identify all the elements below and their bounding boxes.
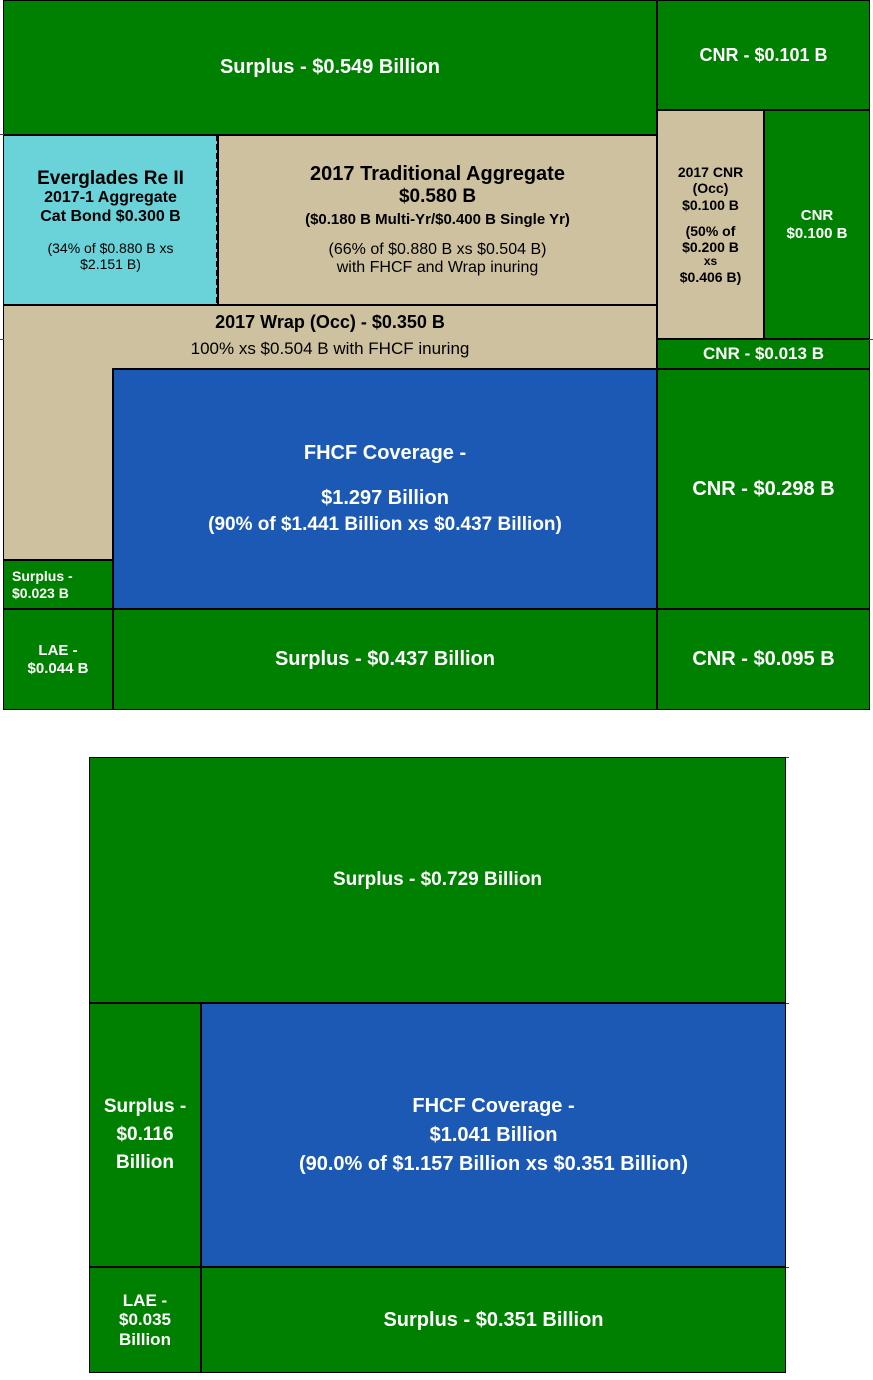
surplus-top-layer: Surplus - $0.549 Billion: [3, 0, 657, 135]
cnr-298-label: CNR - $0.298 B: [692, 477, 835, 500]
fhcf-terms-2: (90.0% of $1.157 Billion xs $0.351 Billi…: [298, 1152, 689, 1175]
cnr-095-label: CNR - $0.095 B: [692, 648, 835, 670]
lae-layer: LAE - $0.044 B: [3, 609, 113, 710]
cat-bond-layer: Everglades Re II 2017-1 Aggregate Cat Bo…: [3, 135, 218, 305]
cnr-mid-layer: CNR $0.100 B: [764, 110, 870, 339]
surplus-left-title-2: Surplus -: [103, 1096, 187, 1118]
cnr-top-layer: CNR - $0.101 B: [657, 0, 870, 110]
reinsurance-layer-diagram-2: Surplus - $0.729 Billion Surplus - $0.11…: [89, 757, 786, 1373]
traditional-split: ($0.180 B Multi-Yr/$0.400 B Single Yr): [305, 211, 570, 229]
cat-bond-attachment: $2.151 B): [80, 256, 141, 273]
wrap-left-column: [3, 368, 113, 560]
cnr-top-label: CNR - $0.101 B: [699, 44, 828, 65]
cnr-occ-limit: $0.200 B: [682, 238, 739, 255]
traditional-inuring: with FHCF and Wrap inuring: [336, 259, 539, 277]
fhcf-coverage-layer: FHCF Coverage - $1.297 Billion (90% of $…: [113, 369, 657, 609]
tick-mark: [0, 339, 4, 340]
lae-title: LAE -: [38, 642, 78, 660]
cnr-095-layer: CNR - $0.095 B: [657, 609, 870, 710]
cnr-mid-amount: $0.100 B: [786, 224, 848, 242]
surplus-left-amount-2: $0.116: [116, 1124, 174, 1146]
cnr-013-label: CNR - $0.013 B: [703, 344, 824, 364]
fhcf-amount-2: $1.041 Billion: [429, 1123, 558, 1146]
cnr-013-layer: CNR - $0.013 B: [657, 339, 870, 369]
wrap-title: 2017 Wrap (Occ) - $0.350 B: [215, 312, 445, 332]
surplus-bottom-layer: Surplus - $0.437 Billion: [113, 609, 657, 710]
cnr-298-layer: CNR - $0.298 B: [657, 369, 870, 609]
cat-bond-amount: Cat Bond $0.300 B: [40, 207, 181, 225]
cnr-occ-xs: xs: [703, 253, 718, 268]
cnr-occ-share: (50% of: [685, 222, 736, 239]
cnr-occ-layer: 2017 CNR (Occ) $0.100 B (50% of $0.200 B…: [657, 110, 764, 339]
fhcf-title: FHCF Coverage -: [303, 442, 467, 465]
tick-mark: [786, 757, 789, 758]
surplus-bottom-layer-2: Surplus - $0.351 Billion: [201, 1267, 786, 1373]
cat-bond-divider: [216, 135, 219, 303]
traditional-title: 2017 Traditional Aggregate: [310, 162, 565, 185]
wrap-layer: 2017 Wrap (Occ) - $0.350 B 100% xs $0.50…: [3, 305, 657, 369]
surplus-top-label-2: Surplus - $0.729 Billion: [332, 869, 543, 891]
traditional-aggregate-layer: 2017 Traditional Aggregate $0.580 B ($0.…: [218, 135, 657, 305]
lae-title-2: LAE -: [122, 1290, 168, 1310]
cnr-occ-attachment: $0.406 B): [679, 268, 742, 285]
reinsurance-layer-diagram-1: Surplus - $0.549 Billion CNR - $0.101 B …: [3, 0, 870, 710]
lae-amount: $0.044 B: [27, 659, 89, 677]
fhcf-terms: (90% of $1.441 Billion xs $0.437 Billion…: [208, 514, 562, 536]
fhcf-amount: $1.297 Billion: [321, 487, 449, 510]
cat-bond-name: Everglades Re II: [37, 167, 184, 189]
fhcf-title-2: FHCF Coverage -: [412, 1094, 575, 1117]
lae-unit-2: Billion: [119, 1329, 171, 1349]
lae-layer-2: LAE - $0.035 Billion: [89, 1267, 201, 1373]
cnr-occ-type: (Occ): [692, 180, 729, 197]
surplus-bottom-label: Surplus - $0.437 Billion: [274, 648, 496, 670]
traditional-amount: $0.580 B: [398, 185, 477, 207]
lae-amount-2: $0.035: [119, 1310, 171, 1330]
surplus-small-amount: $0.023 B: [12, 584, 69, 601]
surplus-small-title: Surplus -: [12, 568, 73, 585]
cat-bond-series: 2017-1 Aggregate: [44, 189, 177, 207]
surplus-small-layer: Surplus - $0.023 B: [3, 560, 113, 609]
surplus-left-layer-2: Surplus - $0.116 Billion: [89, 1003, 201, 1267]
cat-bond-terms: (34% of $0.880 B xs: [47, 240, 174, 257]
cnr-occ-title: 2017 CNR: [677, 164, 744, 181]
cnr-occ-amount: $0.100 B: [682, 196, 739, 213]
wrap-terms: 100% xs $0.504 B with FHCF inuring: [190, 338, 470, 358]
tick-mark: [786, 1003, 789, 1004]
tick-mark: [786, 1267, 789, 1268]
surplus-top-layer-2: Surplus - $0.729 Billion: [89, 757, 786, 1003]
traditional-terms: (66% of $0.880 B xs $0.504 B): [328, 240, 547, 258]
surplus-bottom-label-2: Surplus - $0.351 Billion: [383, 1308, 604, 1331]
tick-mark: [0, 134, 4, 135]
surplus-top-label: Surplus - $0.549 Billion: [219, 56, 441, 78]
surplus-left-unit-2: Billion: [115, 1151, 175, 1173]
fhcf-coverage-layer-2: FHCF Coverage - $1.041 Billion (90.0% of…: [201, 1003, 786, 1267]
cnr-mid-title: CNR: [800, 207, 834, 225]
tick-mark: [869, 339, 873, 340]
